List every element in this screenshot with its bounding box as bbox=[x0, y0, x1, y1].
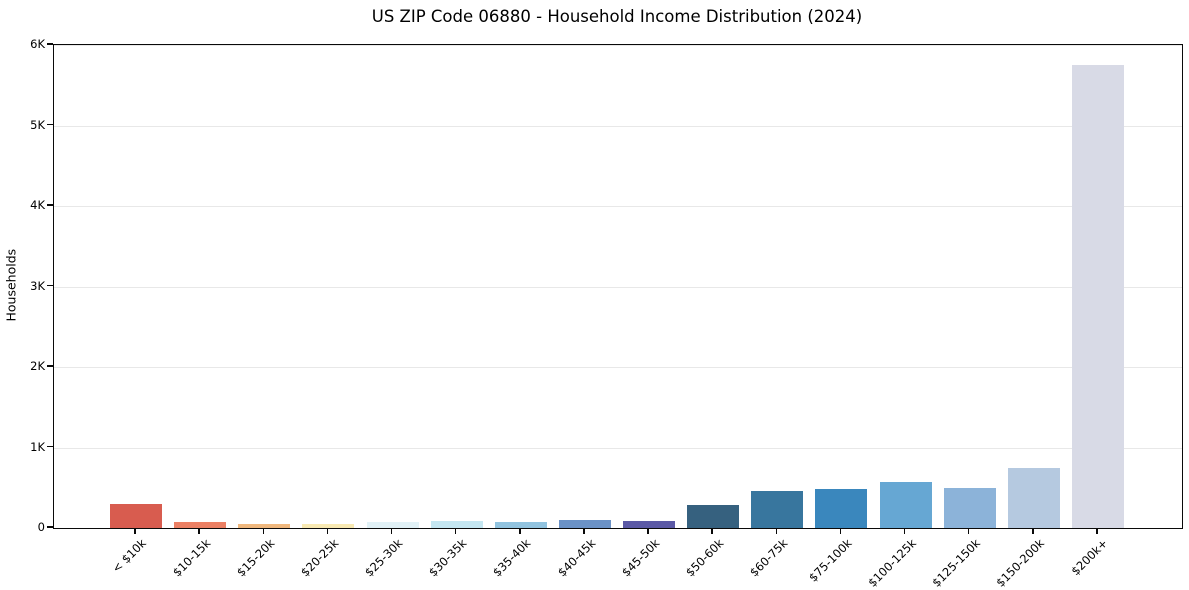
x-tick-label-$75-100k: $75-100k bbox=[805, 536, 855, 585]
x-tick-mark-$125-150k bbox=[967, 528, 970, 534]
bar-$10-15k bbox=[174, 522, 227, 528]
x-tick-mark-$35-40k bbox=[519, 528, 521, 534]
y-tick-mark-1K bbox=[47, 445, 53, 448]
x-tick-label-$45-50k: $45-50k bbox=[618, 536, 662, 580]
bar-$15-20k bbox=[238, 524, 291, 528]
bar-$150-200k bbox=[1007, 468, 1060, 528]
bar-$60-75k bbox=[751, 491, 804, 528]
x-tick-mark-$100-125k bbox=[903, 528, 906, 534]
y-tick-mark-5K bbox=[47, 123, 53, 126]
y-tick-label-1K: 1K bbox=[30, 439, 45, 454]
gridline-2K bbox=[54, 367, 1182, 368]
gridline-3K bbox=[54, 286, 1182, 288]
x-tick-label-$125-150k: $125-150k bbox=[928, 536, 983, 590]
x-tick-mark-$200k+ bbox=[1096, 528, 1098, 534]
x-tick-label-$10-15k: $10-15k bbox=[169, 536, 214, 580]
x-tick-mark-$30-35k bbox=[454, 528, 457, 534]
x-tick-label-$35-40k: $35-40k bbox=[490, 536, 534, 580]
x-tick-label-$15-20k: $15-20k bbox=[233, 536, 278, 580]
bar-$125-150k bbox=[943, 488, 996, 528]
y-tick-mark-2K bbox=[47, 365, 53, 367]
x-tick-label-$30-35k: $30-35k bbox=[426, 536, 470, 580]
x-tick-mark-$150-200k bbox=[1032, 528, 1034, 534]
x-tick-mark-$60-75k bbox=[775, 528, 777, 534]
chart-title: US ZIP Code 06880 - Household Income Dis… bbox=[371, 7, 863, 26]
y-tick-mark-6K bbox=[47, 43, 53, 45]
x-tick-mark-$45-50k bbox=[647, 528, 649, 534]
gridline-1K bbox=[54, 447, 1182, 449]
plot-area bbox=[53, 44, 1183, 529]
x-tick-mark-$20-25k bbox=[326, 528, 329, 534]
gridline-5K bbox=[54, 125, 1182, 127]
bar-$45-50k bbox=[623, 521, 676, 528]
y-tick-label-4K: 4K bbox=[30, 198, 45, 212]
x-tick-label-$40-45k: $40-45k bbox=[554, 536, 598, 580]
y-tick-mark-3K bbox=[47, 284, 53, 287]
x-tick-label-$25-30k: $25-30k bbox=[362, 536, 406, 580]
bar-$20-25k bbox=[302, 524, 355, 528]
x-tick-label-$50-60k: $50-60k bbox=[682, 536, 727, 580]
x-tick-mark-$75-100k bbox=[839, 528, 842, 534]
x-tick-label-$200k+: $200k+ bbox=[1068, 536, 1111, 579]
bar-< $10k bbox=[110, 504, 163, 528]
x-tick-mark-$15-20k bbox=[262, 528, 264, 534]
x-tick-label-< $10k: < $10k bbox=[109, 536, 149, 576]
x-tick-mark-$40-45k bbox=[583, 528, 585, 534]
y-tick-label-6K: 6K bbox=[30, 37, 45, 51]
bar-$100-125k bbox=[879, 482, 932, 528]
x-tick-label-$60-75k: $60-75k bbox=[746, 536, 791, 580]
bar-$25-30k bbox=[366, 522, 419, 528]
y-tick-mark-4K bbox=[47, 204, 53, 206]
x-tick-mark-$10-15k bbox=[198, 528, 200, 534]
gridline-4K bbox=[54, 206, 1182, 207]
bar-$50-60k bbox=[687, 505, 740, 528]
bar-$30-35k bbox=[430, 521, 483, 528]
y-tick-label-3K: 3K bbox=[30, 278, 45, 293]
x-tick-label-$100-125k: $100-125k bbox=[864, 536, 919, 590]
bar-$40-45k bbox=[558, 520, 611, 528]
bar-$200k+ bbox=[1071, 65, 1124, 528]
y-tick-mark-0 bbox=[47, 526, 53, 528]
x-tick-mark-$25-30k bbox=[390, 528, 393, 534]
y-tick-label-0: 0 bbox=[37, 520, 45, 534]
x-tick-mark-$50-60k bbox=[711, 528, 713, 534]
y-tick-label-5K: 5K bbox=[30, 117, 45, 132]
x-tick-label-$20-25k: $20-25k bbox=[297, 536, 342, 580]
gridline-6K bbox=[54, 45, 1182, 46]
y-tick-label-2K: 2K bbox=[30, 359, 45, 373]
x-tick-label-$150-200k: $150-200k bbox=[992, 536, 1047, 590]
bar-$75-100k bbox=[815, 489, 868, 528]
bar-$35-40k bbox=[494, 522, 547, 528]
x-tick-mark-< $10k bbox=[134, 528, 136, 534]
